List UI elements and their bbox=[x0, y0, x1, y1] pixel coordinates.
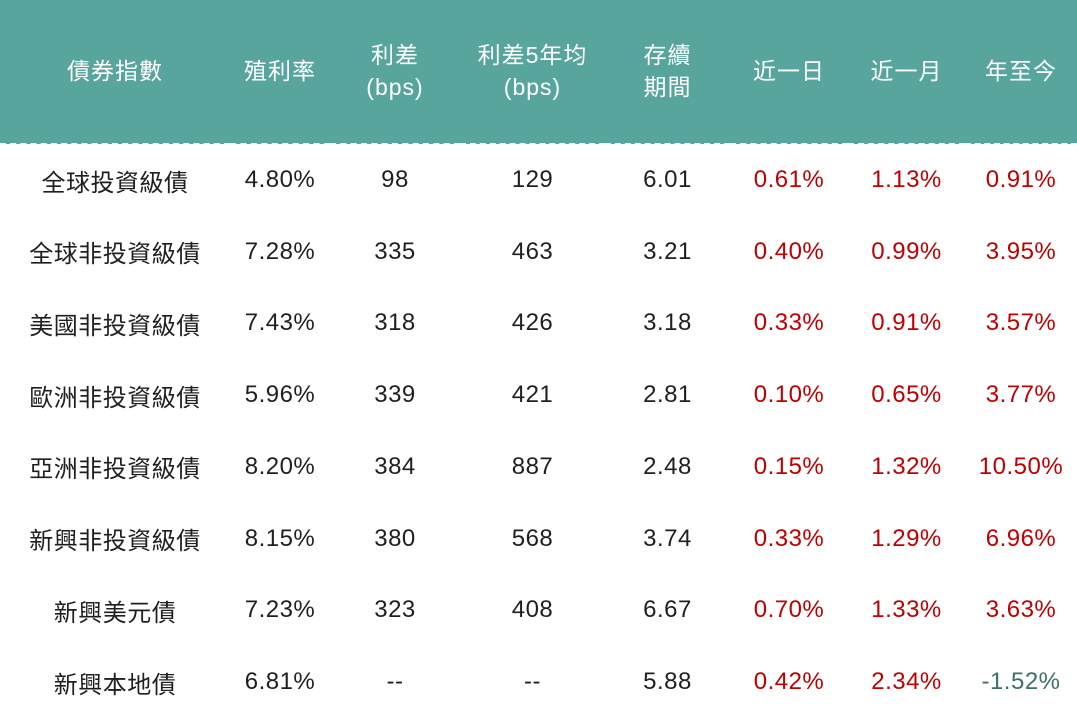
bond-index-name: 美國非投資級債 bbox=[29, 312, 201, 340]
table-row: 美國非投資級債 7.43% 318 426 3.18 0.33% 0.91% 3… bbox=[0, 288, 1077, 360]
change-ytd-cell: 3.77% bbox=[985, 381, 1057, 409]
spread-cell: 98 bbox=[381, 166, 409, 194]
bond-index-name: 新興美元債 bbox=[53, 599, 177, 627]
col-header-spread-5y-avg: 利差5年均 (bps) bbox=[460, 0, 605, 145]
yield-cell: 6.81% bbox=[244, 668, 316, 696]
col-header-sublabel: (bps) bbox=[503, 73, 562, 100]
duration-cell: 6.01 bbox=[643, 166, 692, 194]
col-header-1d: 近一日 bbox=[730, 0, 848, 145]
bond-index-name: 新興非投資級債 bbox=[29, 528, 201, 556]
col-header-label: 年至今 bbox=[985, 57, 1057, 84]
change-ytd-cell: 3.95% bbox=[985, 237, 1057, 265]
duration-cell: 3.21 bbox=[643, 237, 692, 265]
change-1d-cell: 0.10% bbox=[753, 381, 825, 409]
col-header-duration: 存續 期間 bbox=[605, 0, 730, 145]
duration-cell: 2.81 bbox=[643, 381, 692, 409]
table-header: 債券指數 殖利率 利差 (bps) 利差5年均 (bps) 存續 期間 近一日 … bbox=[0, 0, 1077, 145]
col-header-bond-index: 債券指數 bbox=[0, 0, 230, 145]
table-row: 亞洲非投資級債 8.20% 384 887 2.48 0.15% 1.32% 1… bbox=[0, 431, 1077, 503]
spread-cell: 384 bbox=[374, 452, 416, 480]
change-1d-cell: 0.40% bbox=[753, 237, 825, 265]
change-1m-cell: 0.91% bbox=[871, 309, 942, 337]
spread-5y-avg-cell: 421 bbox=[511, 381, 554, 409]
spread-5y-avg-cell: 408 bbox=[511, 596, 554, 624]
header-row: 債券指數 殖利率 利差 (bps) 利差5年均 (bps) 存續 期間 近一日 … bbox=[0, 0, 1077, 145]
yield-cell: 7.43% bbox=[244, 309, 316, 337]
spread-5y-avg-cell: -- bbox=[524, 668, 541, 696]
duration-cell: 6.67 bbox=[643, 596, 692, 624]
change-1m-cell: 2.34% bbox=[871, 668, 942, 696]
duration-cell: 2.48 bbox=[643, 452, 692, 480]
change-1m-cell: 1.33% bbox=[871, 596, 942, 624]
col-header-sublabel: 期間 bbox=[643, 73, 692, 100]
change-ytd-cell: 10.50% bbox=[978, 452, 1064, 480]
change-1m-cell: 0.99% bbox=[871, 237, 942, 265]
change-1d-cell: 0.42% bbox=[753, 668, 825, 696]
table-row: 新興美元債 7.23% 323 408 6.67 0.70% 1.33% 3.6… bbox=[0, 575, 1077, 647]
change-1m-cell: 1.13% bbox=[871, 166, 942, 194]
col-header-1m: 近一月 bbox=[848, 0, 965, 145]
change-1m-cell: 0.65% bbox=[871, 381, 942, 409]
spread-cell: 339 bbox=[374, 381, 416, 409]
yield-cell: 4.80% bbox=[244, 166, 316, 194]
yield-cell: 5.96% bbox=[244, 381, 316, 409]
bond-index-name: 全球投資級債 bbox=[41, 169, 189, 197]
bond-index-name: 新興本地債 bbox=[53, 671, 177, 699]
yield-cell: 7.28% bbox=[244, 237, 316, 265]
table-row: 新興本地債 6.81% -- -- 5.88 0.42% 2.34% -1.52… bbox=[0, 646, 1077, 718]
col-header-yield: 殖利率 bbox=[230, 0, 330, 145]
change-1d-cell: 0.15% bbox=[753, 452, 825, 480]
spread-5y-avg-cell: 568 bbox=[511, 524, 554, 552]
spread-5y-avg-cell: 463 bbox=[511, 237, 554, 265]
change-1m-cell: 1.32% bbox=[871, 452, 942, 480]
col-header-spread: 利差 (bps) bbox=[330, 0, 460, 145]
yield-cell: 7.23% bbox=[244, 596, 316, 624]
col-header-label: 近一日 bbox=[753, 57, 825, 84]
spread-cell: 323 bbox=[374, 596, 416, 624]
change-1d-cell: 0.33% bbox=[753, 309, 825, 337]
spread-5y-avg-cell: 887 bbox=[511, 452, 554, 480]
change-ytd-cell: 0.91% bbox=[985, 166, 1057, 194]
duration-cell: 3.18 bbox=[643, 309, 692, 337]
spread-cell: 335 bbox=[374, 237, 416, 265]
yield-cell: 8.15% bbox=[244, 524, 316, 552]
change-ytd-cell: 3.57% bbox=[985, 309, 1057, 337]
change-1m-cell: 1.29% bbox=[871, 524, 942, 552]
col-header-sublabel: (bps) bbox=[366, 73, 424, 100]
change-ytd-cell: -1.52% bbox=[981, 668, 1061, 696]
change-1d-cell: 0.33% bbox=[753, 524, 825, 552]
bond-index-name: 全球非投資級債 bbox=[29, 241, 201, 269]
spread-cell: 318 bbox=[374, 309, 416, 337]
col-header-label: 利差 bbox=[371, 42, 419, 69]
table-body: 全球投資級債 4.80% 98 129 6.01 0.61% 1.13% 0.9… bbox=[0, 144, 1077, 718]
spread-cell: -- bbox=[386, 668, 404, 696]
col-header-label: 近一月 bbox=[870, 57, 943, 84]
duration-cell: 5.88 bbox=[643, 668, 692, 696]
yield-cell: 8.20% bbox=[244, 452, 316, 480]
duration-cell: 3.74 bbox=[643, 524, 692, 552]
col-header-label: 債券指數 bbox=[67, 57, 163, 84]
spread-cell: 380 bbox=[374, 524, 416, 552]
spread-5y-avg-cell: 426 bbox=[511, 309, 554, 337]
col-header-label: 存續 bbox=[643, 42, 692, 69]
bond-index-name: 亞洲非投資級債 bbox=[29, 456, 201, 484]
change-ytd-cell: 6.96% bbox=[985, 524, 1057, 552]
table-row: 新興非投資級債 8.15% 380 568 3.74 0.33% 1.29% 6… bbox=[0, 503, 1077, 575]
spread-5y-avg-cell: 129 bbox=[511, 166, 554, 194]
col-header-label: 利差5年均 bbox=[477, 42, 588, 69]
change-1d-cell: 0.70% bbox=[753, 596, 825, 624]
bond-index-name: 歐洲非投資級債 bbox=[29, 384, 201, 412]
table-row: 歐洲非投資級債 5.96% 339 421 2.81 0.10% 0.65% 3… bbox=[0, 359, 1077, 431]
table-row: 全球非投資級債 7.28% 335 463 3.21 0.40% 0.99% 3… bbox=[0, 216, 1077, 288]
change-ytd-cell: 3.63% bbox=[985, 596, 1057, 624]
change-1d-cell: 0.61% bbox=[753, 166, 825, 194]
col-header-ytd: 年至今 bbox=[965, 0, 1077, 145]
table-row: 全球投資級債 4.80% 98 129 6.01 0.61% 1.13% 0.9… bbox=[0, 144, 1077, 216]
col-header-label: 殖利率 bbox=[244, 57, 316, 84]
